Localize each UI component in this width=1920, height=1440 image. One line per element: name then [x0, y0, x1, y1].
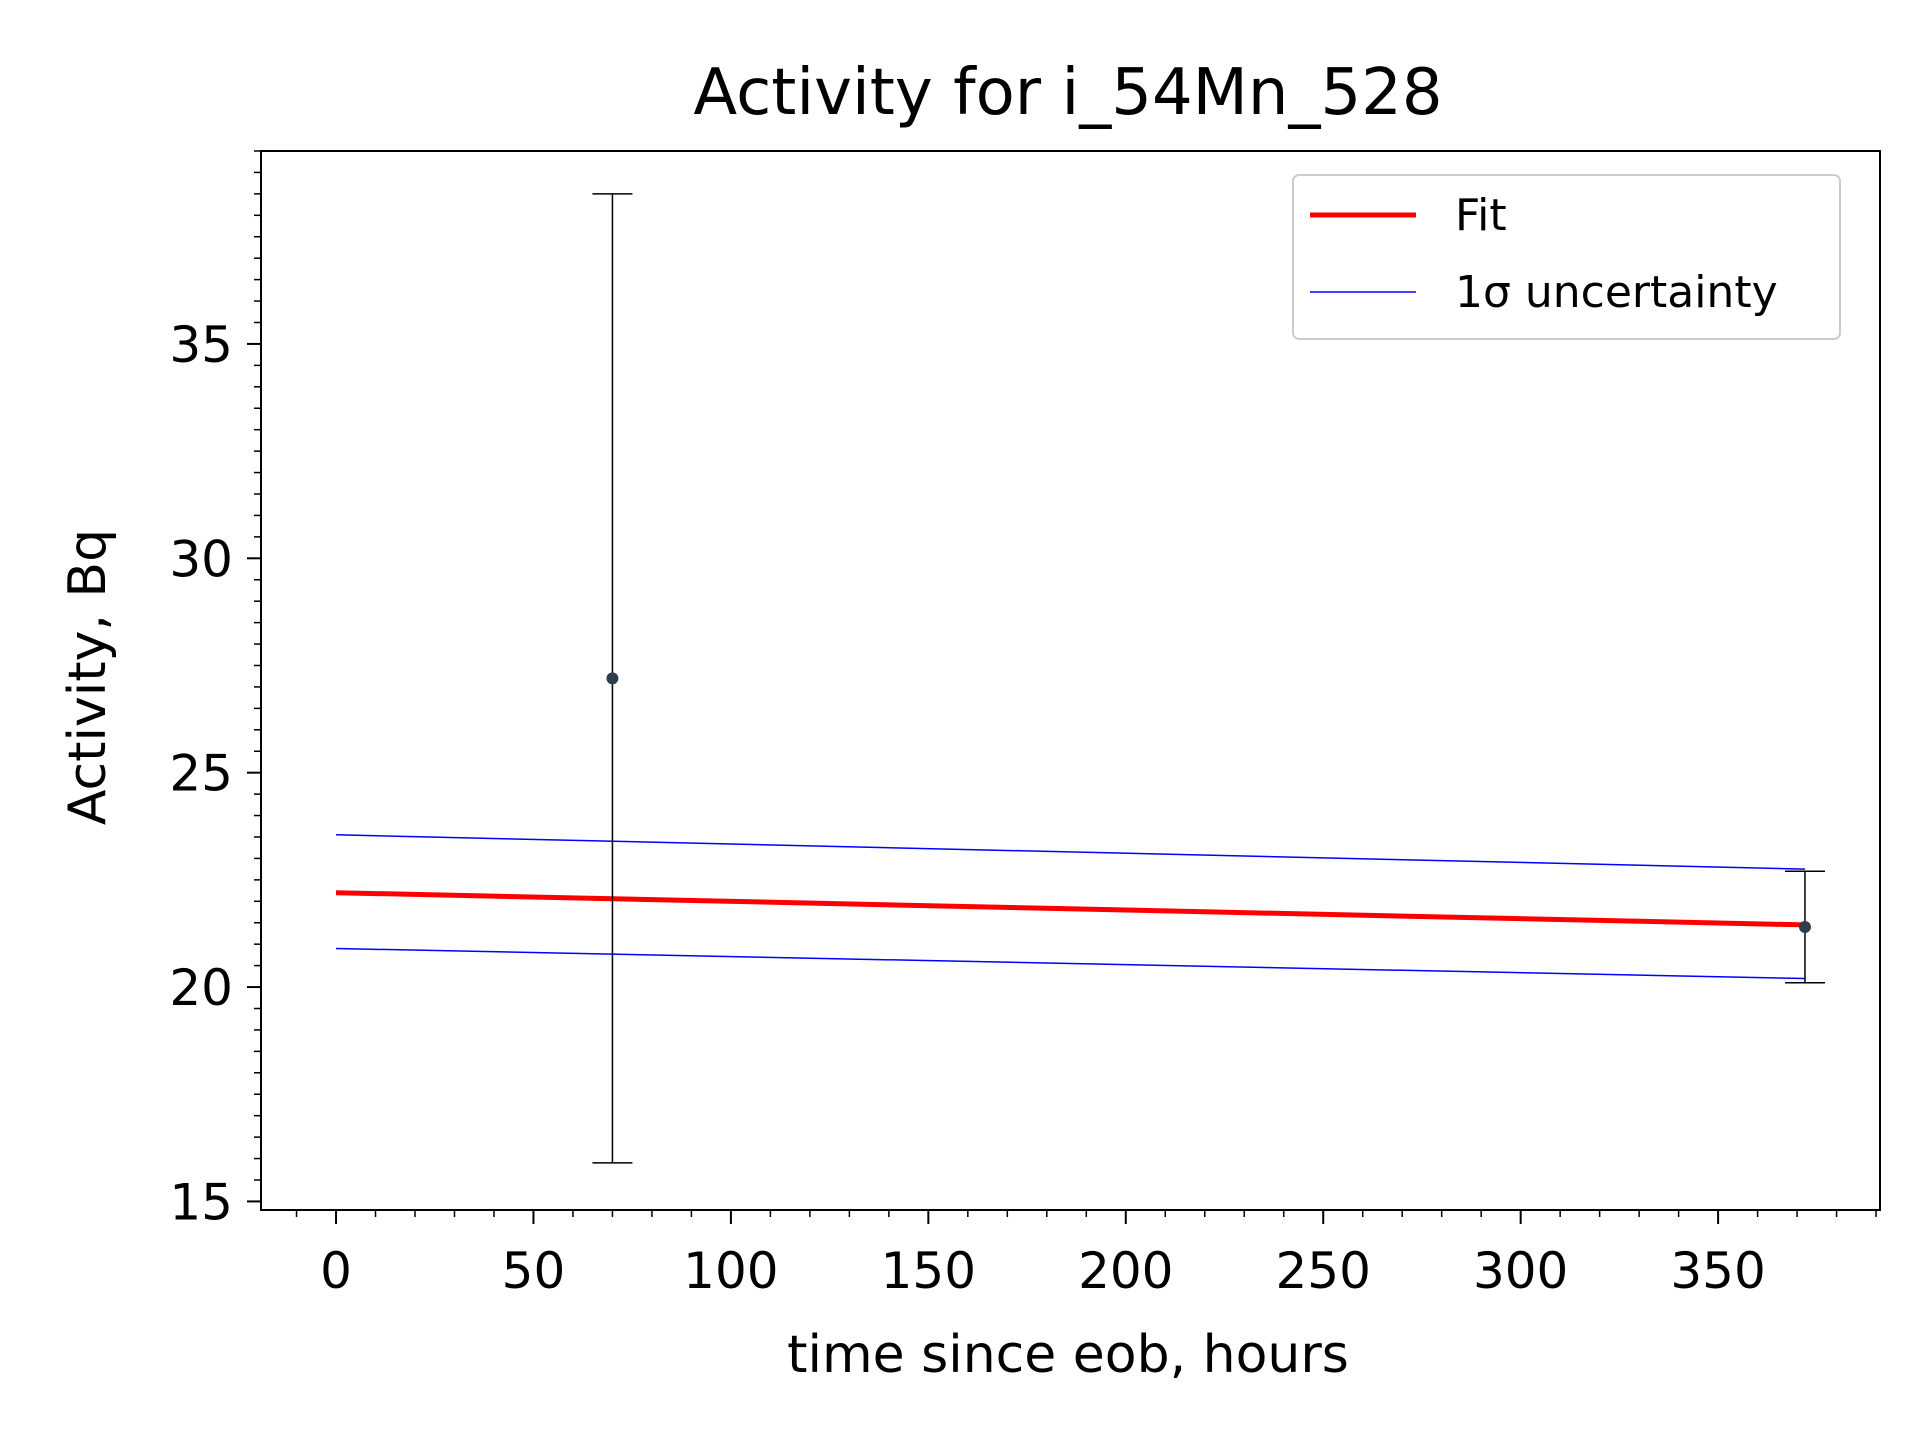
chart-title: Activity for i_54Mn_528 — [693, 56, 1442, 130]
y-tick-label: 15 — [169, 1173, 233, 1231]
x-axis-title: time since eob, hours — [787, 1325, 1349, 1385]
legend-label-0: Fit — [1455, 190, 1507, 241]
data-point-0 — [606, 672, 619, 685]
axes-layer: 0 50 100 150 200 250 300 350 15 20 25 30 35 — [169, 150, 1881, 1300]
data-point-1 — [1798, 921, 1811, 934]
axis-labels-layer: time since eob, hours Activity, Bq — [58, 529, 1349, 1385]
uncertainty-line-2 — [335, 947, 1806, 980]
x-tick-label: 200 — [1078, 1242, 1173, 1300]
x-tick-label: 50 — [502, 1242, 566, 1300]
y-tick-label: 30 — [169, 530, 233, 588]
fit-line — [335, 890, 1806, 928]
x-tick-label: 300 — [1473, 1242, 1568, 1300]
x-tick-label: 100 — [683, 1242, 778, 1300]
uncertainty-line-1 — [335, 834, 1806, 870]
plot-area — [335, 193, 1825, 1164]
plot-frame — [260, 150, 1881, 1211]
title-layer: Activity for i_54Mn_528 — [693, 56, 1442, 130]
y-axis-title: Activity, Bq — [58, 529, 118, 825]
y-tick-label: 20 — [169, 959, 233, 1017]
y-tick-label: 25 — [169, 745, 233, 803]
x-tick-label: 250 — [1276, 1242, 1371, 1300]
legend: Fit 1σ uncertainty — [1292, 174, 1841, 340]
legend-box — [1292, 174, 1841, 340]
x-tick-label: 150 — [881, 1242, 976, 1300]
y-tick-label: 35 — [169, 316, 233, 374]
x-tick-label: 0 — [320, 1242, 352, 1300]
legend-label-1: 1σ uncertainty — [1455, 267, 1778, 318]
x-tick-label: 350 — [1670, 1242, 1765, 1300]
